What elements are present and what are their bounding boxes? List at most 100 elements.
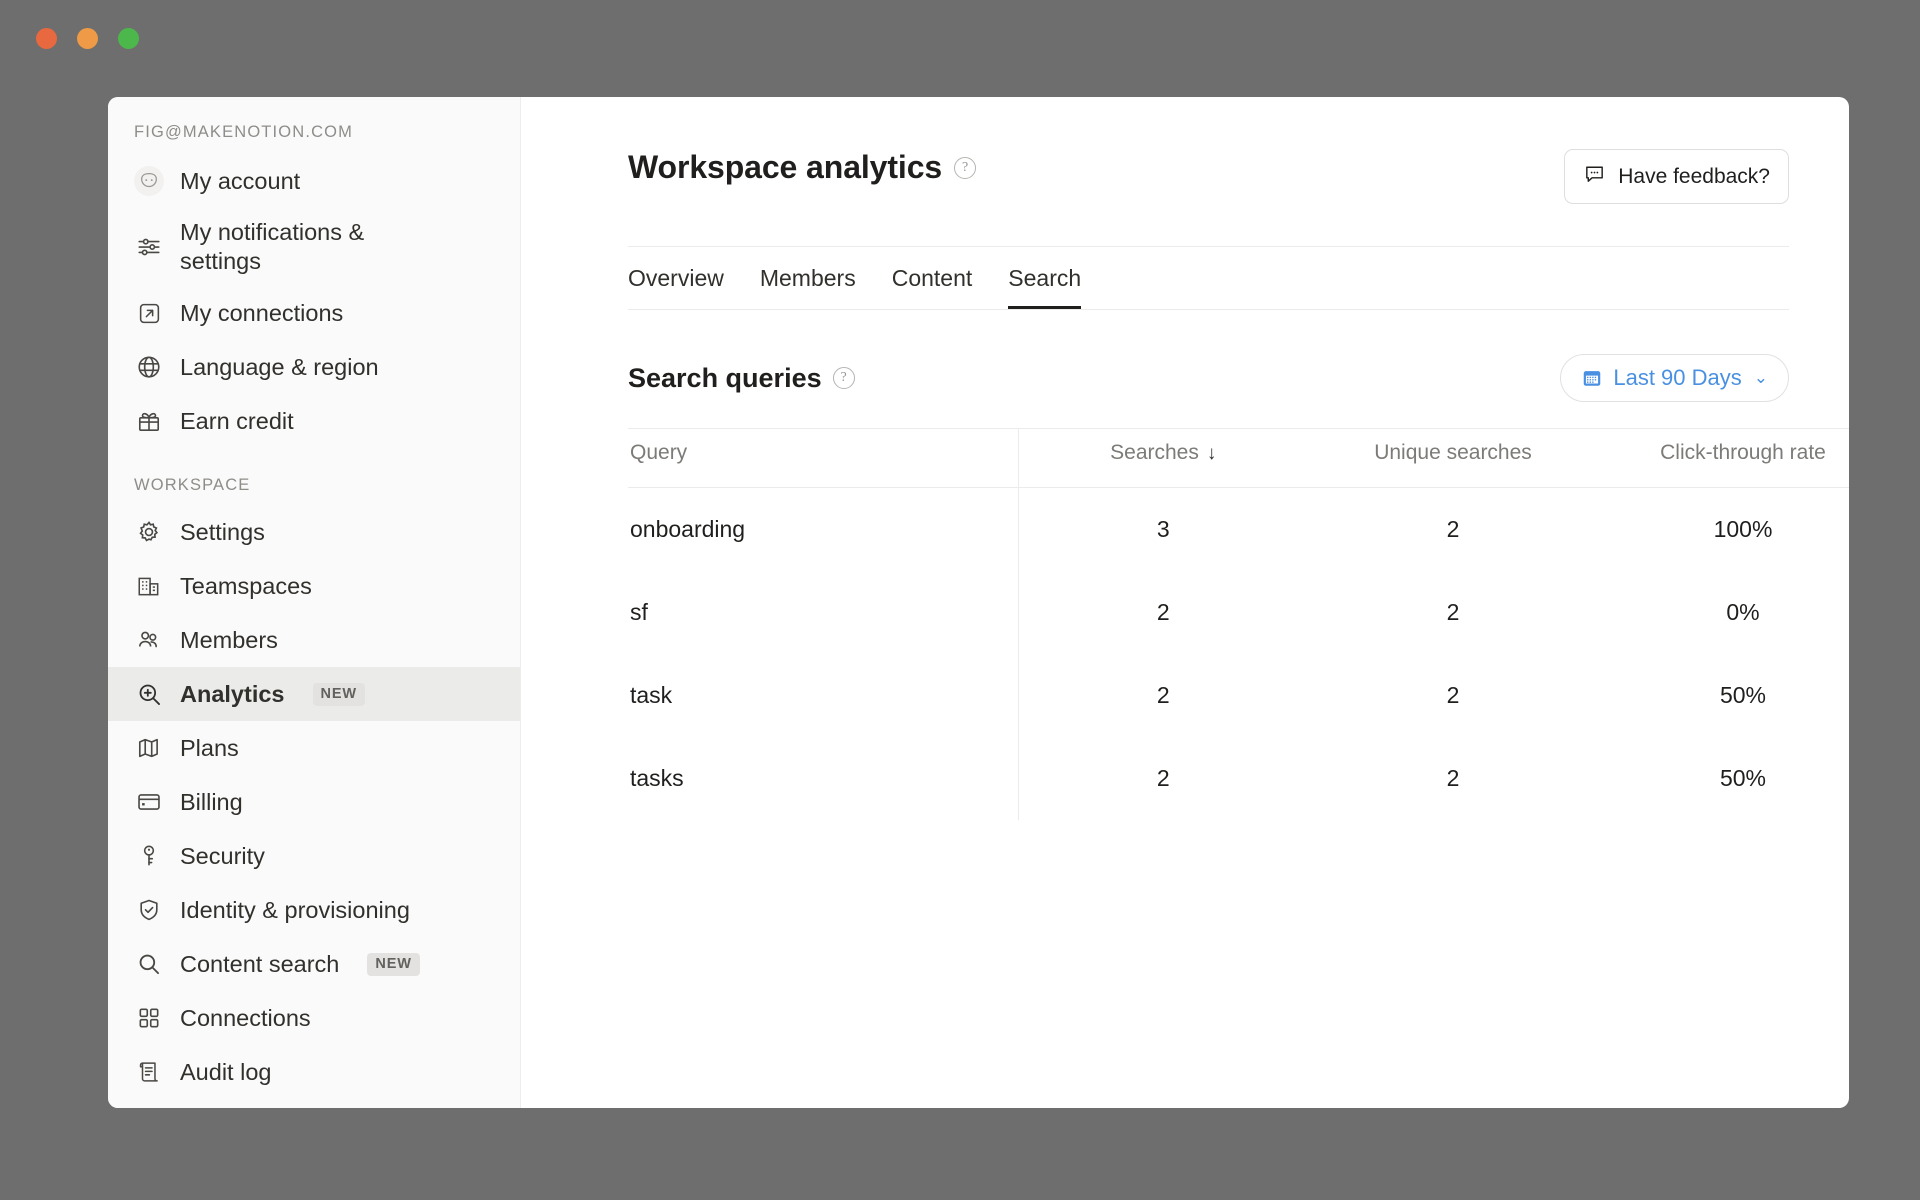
table-body: onboarding 3 2 100% sf 2 2 0% task — [628, 487, 1849, 820]
cell-query: sf — [628, 571, 1019, 654]
sidebar-item-my-account[interactable]: My account — [108, 154, 520, 208]
date-range-label: Last 90 Days — [1613, 365, 1742, 390]
sidebar-item-language-region[interactable]: Language & region — [108, 340, 520, 394]
section-title-group: Search queries ? — [628, 363, 855, 394]
calendar-icon — [1581, 367, 1603, 389]
sidebar-item-settings[interactable]: Settings — [108, 505, 520, 559]
cell-unique-searches: 2 — [1446, 599, 1460, 625]
cell-click-through-rate: 50% — [1719, 765, 1767, 791]
settings-sidebar: FIG@MAKENOTION.COM My account — [108, 97, 521, 1108]
search-queries-table: Query Searches ↓ Unique searches Click-th… — [628, 428, 1849, 820]
tab-label: Members — [759, 265, 856, 291]
cell-query: onboarding — [628, 487, 1019, 571]
sidebar-item-plans[interactable]: Plans — [108, 721, 520, 775]
sidebar-item-label: Language & region — [180, 353, 379, 380]
os-window: FIG@MAKENOTION.COM My account — [18, 6, 1902, 1184]
window-minimize-button[interactable] — [77, 28, 98, 49]
column-label: Searches — [1110, 441, 1199, 464]
arrow-out-square-icon — [134, 298, 164, 328]
sidebar-item-earn-credit[interactable]: Earn credit — [108, 394, 520, 448]
tab-label: Search — [1008, 265, 1082, 291]
credit-card-icon — [134, 787, 164, 817]
sidebar-item-label: Content search — [180, 950, 340, 977]
cell-unique-searches: 2 — [1446, 682, 1460, 708]
sidebar-item-label: Security — [180, 842, 265, 869]
buildings-icon — [134, 571, 164, 601]
sidebar-item-label: Billing — [180, 788, 243, 815]
sidebar-item-content-search[interactable]: Content search NEW — [108, 937, 520, 991]
column-header-click-through-rate[interactable]: Click-through rate — [1598, 428, 1849, 488]
section-header: Search queries ? — [628, 354, 1789, 402]
sidebar-item-label: My connections — [180, 299, 344, 326]
sidebar-item-label: Identity & provisioning — [180, 896, 410, 923]
column-label: Click-through rate — [1660, 441, 1826, 464]
cell-unique-searches: 2 — [1446, 765, 1460, 791]
cell-click-through-rate: 100% — [1713, 516, 1773, 542]
column-header-unique-searches[interactable]: Unique searches — [1308, 428, 1598, 488]
sidebar-item-audit-log[interactable]: Audit log — [108, 1045, 520, 1099]
section-title: Search queries — [628, 362, 822, 393]
cell-query: tasks — [628, 737, 1019, 820]
sidebar-item-label: Analytics — [180, 680, 285, 707]
cell-searches: 2 — [1156, 599, 1170, 625]
sidebar-item-members[interactable]: Members — [108, 613, 520, 667]
sidebar-item-label: Earn credit — [180, 407, 294, 434]
sidebar-item-analytics[interactable]: Analytics NEW — [108, 667, 520, 721]
tab-search[interactable]: Search — [1008, 247, 1082, 309]
table-header: Query Searches ↓ Unique searches Click-th… — [628, 428, 1849, 488]
sidebar-item-teamspaces[interactable]: Teamspaces — [108, 559, 520, 613]
grid-squares-icon — [134, 1003, 164, 1033]
cell-searches: 2 — [1156, 765, 1170, 791]
analytics-tabs: Overview Members Content Search — [628, 247, 1789, 310]
column-label: Unique searches — [1374, 441, 1532, 464]
chevron-down-icon: ⌄ — [1753, 368, 1768, 387]
have-feedback-button[interactable]: Have feedback? — [1564, 149, 1789, 204]
magnifier-plus-icon — [134, 679, 164, 709]
column-header-searches[interactable]: Searches ↓ — [1018, 428, 1308, 488]
table-header-row: Query Searches ↓ Unique searches Click-th… — [628, 428, 1849, 488]
sidebar-item-label: Connections — [180, 1004, 311, 1031]
cell-query: task — [628, 654, 1019, 737]
sort-descending-icon: ↓ — [1206, 443, 1217, 464]
sidebar-item-billing[interactable]: Billing — [108, 775, 520, 829]
date-range-selector[interactable]: Last 90 Days ⌄ — [1560, 354, 1789, 402]
sliders-icon — [134, 232, 164, 262]
account-email-label: FIG@MAKENOTION.COM — [134, 123, 354, 141]
cell-click-through-rate: 0% — [1726, 599, 1760, 625]
map-icon — [134, 733, 164, 763]
have-feedback-label: Have feedback? — [1618, 164, 1770, 188]
table-row[interactable]: sf 2 2 0% — [628, 571, 1849, 654]
new-badge: NEW — [367, 952, 420, 976]
sidebar-item-connections[interactable]: Connections — [108, 991, 520, 1045]
tab-label: Content — [891, 265, 973, 291]
people-icon — [134, 625, 164, 655]
table-row[interactable]: onboarding 3 2 100% — [628, 487, 1849, 571]
tab-overview[interactable]: Overview — [628, 247, 724, 309]
settings-modal: FIG@MAKENOTION.COM My account — [108, 97, 1849, 1108]
sidebar-item-identity-provisioning[interactable]: Identity & provisioning — [108, 883, 520, 937]
header-divider — [628, 246, 1789, 247]
window-close-button[interactable] — [36, 28, 57, 49]
question-circle-icon[interactable]: ? — [954, 156, 977, 179]
window-maximize-button[interactable] — [118, 28, 139, 49]
tab-content[interactable]: Content — [892, 247, 973, 309]
sidebar-item-label: Settings — [180, 518, 265, 545]
tab-members[interactable]: Members — [760, 247, 856, 309]
key-icon — [134, 841, 164, 871]
question-circle-icon[interactable]: ? — [832, 367, 855, 389]
table-row[interactable]: task 2 2 50% — [628, 654, 1849, 737]
table-row[interactable]: tasks 2 2 50% — [628, 737, 1849, 820]
sidebar-item-label: Plans — [180, 734, 239, 761]
speech-bubble-icon — [1583, 162, 1606, 191]
column-header-query[interactable]: Query — [628, 428, 1019, 488]
sidebar-item-my-notifications-settings[interactable]: My notifications & settings — [108, 208, 520, 286]
analytics-main-content: Workspace analytics ? Have fee — [521, 97, 1849, 1108]
cell-searches: 2 — [1156, 682, 1170, 708]
column-label: Query — [630, 441, 688, 464]
search-icon — [134, 949, 164, 979]
sidebar-item-security[interactable]: Security — [108, 829, 520, 883]
scroll-icon — [134, 1057, 164, 1087]
window-traffic-lights[interactable] — [36, 28, 139, 49]
sidebar-item-my-connections[interactable]: My connections — [108, 286, 520, 340]
